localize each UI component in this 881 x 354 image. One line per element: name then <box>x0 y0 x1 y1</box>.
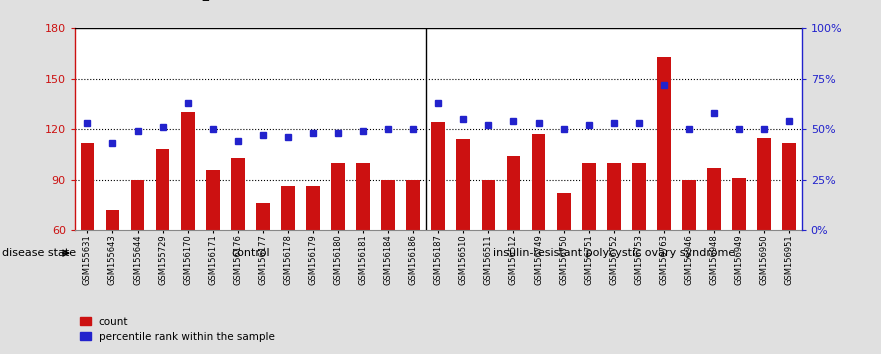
Text: insulin-resistant polycystic ovary syndrome: insulin-resistant polycystic ovary syndr… <box>492 248 735 258</box>
Bar <box>331 163 345 230</box>
Bar <box>657 57 670 230</box>
Bar <box>80 143 94 230</box>
Bar <box>106 210 119 230</box>
Bar <box>381 180 395 230</box>
Bar <box>632 163 646 230</box>
Text: control: control <box>231 248 270 258</box>
Bar <box>758 138 771 230</box>
Bar <box>581 163 596 230</box>
Text: disease state: disease state <box>2 248 76 258</box>
Bar <box>531 134 545 230</box>
Bar <box>256 203 270 230</box>
Bar <box>356 163 370 230</box>
Legend: count, percentile rank within the sample: count, percentile rank within the sample <box>80 316 275 342</box>
Bar <box>782 143 796 230</box>
Bar <box>557 193 571 230</box>
Bar <box>156 149 169 230</box>
Bar <box>432 122 445 230</box>
Bar <box>406 180 420 230</box>
Bar <box>206 170 219 230</box>
Bar <box>281 187 295 230</box>
Bar <box>130 180 144 230</box>
Bar <box>607 163 620 230</box>
Bar <box>682 180 696 230</box>
Bar <box>482 180 495 230</box>
Bar <box>306 187 320 230</box>
Bar <box>181 113 195 230</box>
Bar <box>456 139 470 230</box>
Bar <box>707 168 721 230</box>
Bar <box>732 178 746 230</box>
Bar <box>507 156 521 230</box>
Bar <box>231 158 245 230</box>
